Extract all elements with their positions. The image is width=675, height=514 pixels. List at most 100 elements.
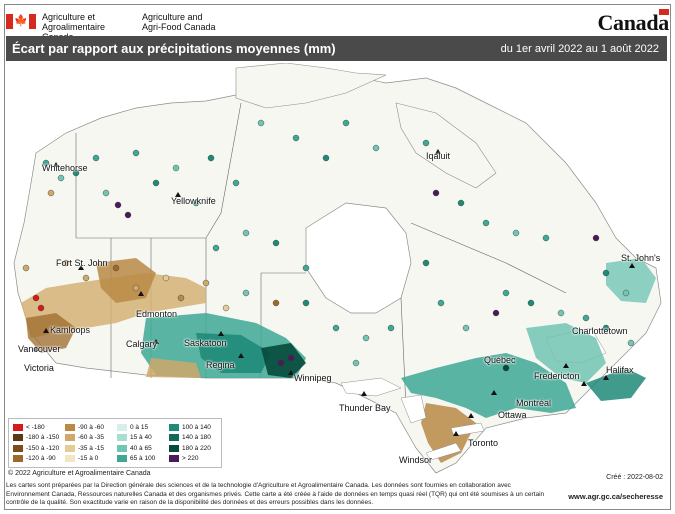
station-dot: [124, 211, 132, 219]
lake-ontario: [450, 422, 485, 437]
lake-superior: [340, 377, 402, 397]
nova-scotia: [586, 368, 646, 401]
city-marker: [603, 375, 609, 380]
station-dot: [192, 199, 200, 207]
department-name-en: Agriculture and Agri-Food Canada: [142, 12, 232, 32]
station-dot: [387, 324, 395, 332]
date-range: du 1er avril 2022 au 1 août 2022: [500, 42, 659, 55]
station-dot: [502, 289, 510, 297]
station-dot: [132, 284, 140, 292]
city-label-st-johns: St. John's: [621, 253, 661, 263]
legend-item: 40 à 65: [117, 443, 165, 454]
station-dot: [112, 264, 120, 272]
legend-item: -120 à -90: [13, 454, 61, 465]
legend-item: 65 à 100: [117, 454, 165, 465]
station-dot: [512, 229, 520, 237]
bc-interior-dry: [26, 313, 76, 353]
legend: < -180 -180 à -150 -150 à -120 -120 à -9…: [8, 418, 222, 468]
city-label-vancouver: Vancouver: [18, 344, 61, 354]
station-dot: [272, 299, 280, 307]
station-dot: [302, 299, 310, 307]
legend-swatch: [117, 434, 127, 442]
legend-item: 100 à 140: [169, 422, 217, 433]
lake-huron: [400, 394, 427, 424]
title-bar: Écart par rapport aux précipitations moy…: [6, 36, 667, 61]
legend-swatch: [117, 423, 127, 431]
city-marker: [78, 265, 84, 270]
wordmark-text: Canada: [597, 10, 669, 35]
station-dot: [527, 299, 535, 307]
legend-swatch: [117, 455, 127, 463]
legend-item: -60 à -35: [65, 433, 113, 444]
lake-erie: [425, 442, 462, 461]
legend-swatch: [65, 444, 75, 452]
dept-en-line2: Agri-Food Canada: [142, 22, 216, 32]
sask-dry-south: [146, 358, 201, 378]
city-label-thunder-bay: Thunder Bay: [339, 403, 391, 413]
city-marker: [563, 363, 569, 368]
station-dot: [42, 159, 50, 167]
city-label-windsor: Windsor: [399, 455, 433, 465]
city-label-toronto: Toronto: [468, 438, 499, 448]
city-marker: [238, 353, 244, 358]
station-dot: [302, 264, 310, 272]
station-dot: [342, 119, 350, 127]
city-marker: [435, 149, 441, 154]
city-label-halifax: Halifax: [606, 365, 634, 375]
station-dot: [212, 244, 220, 252]
precipitation-map: Whitehorse Yellowknife Iqaluit Fort St. …: [6, 63, 667, 480]
legend-item: -180 à -150: [13, 433, 61, 444]
government-header: 🍁 Agriculture et Agroalimentaire Canada …: [6, 12, 232, 42]
created-date: Créé : 2022-08-02: [606, 474, 663, 481]
station-dot: [362, 334, 370, 342]
canada-flag-icon: 🍁: [6, 14, 36, 29]
city-label-fredericton: Fredericton: [534, 371, 580, 381]
station-dot: [602, 324, 610, 332]
station-dot: [332, 324, 340, 332]
southern-ontario-dry: [421, 403, 476, 463]
station-dot: [232, 179, 240, 187]
legend-item: < -180: [13, 422, 61, 433]
station-dot: [557, 309, 565, 317]
legend-swatch: [65, 455, 75, 463]
station-dot: [432, 189, 440, 197]
legend-swatch: [169, 434, 179, 442]
station-dot: [602, 269, 610, 277]
city-label-charlottetown: Charlottetown: [572, 326, 628, 336]
station-dot: [502, 364, 510, 372]
legend-item: -90 à -60: [65, 422, 113, 433]
station-dot: [47, 189, 55, 197]
station-dot: [242, 289, 250, 297]
station-dot: [592, 234, 600, 242]
city-label-yellowknife: Yellowknife: [171, 196, 216, 206]
station-dot: [172, 164, 180, 172]
city-marker: [138, 291, 144, 296]
station-dots: [22, 119, 635, 372]
legend-swatch: [169, 455, 179, 463]
station-dot: [372, 144, 380, 152]
legend-swatch: [13, 455, 23, 463]
arctic-islands: [235, 63, 387, 109]
station-dot: [277, 359, 285, 367]
station-dot: [57, 174, 65, 182]
manitoba-extreme: [261, 343, 306, 378]
city-label-calgary: Calgary: [126, 339, 158, 349]
station-dot: [82, 274, 90, 282]
station-dot: [114, 201, 122, 209]
station-dot: [582, 314, 590, 322]
legend-swatch: [169, 444, 179, 452]
city-label-victoria: Victoria: [24, 363, 54, 373]
station-dot: [457, 199, 465, 207]
station-dot: [37, 304, 45, 312]
station-dot: [627, 339, 635, 347]
station-dot: [622, 289, 630, 297]
map-title: Écart par rapport aux précipitations moy…: [12, 41, 336, 56]
ontario-quebec-wet: [401, 353, 576, 418]
legend-swatch: [13, 444, 23, 452]
city-marker: [581, 381, 587, 386]
city-label-quebec: Québec: [484, 355, 516, 365]
dept-en-line1: Agriculture and: [142, 12, 203, 22]
drought-url-link[interactable]: www.agr.gc.ca/secheresse: [568, 492, 663, 501]
legend-swatch: [169, 423, 179, 431]
station-dot: [272, 239, 280, 247]
